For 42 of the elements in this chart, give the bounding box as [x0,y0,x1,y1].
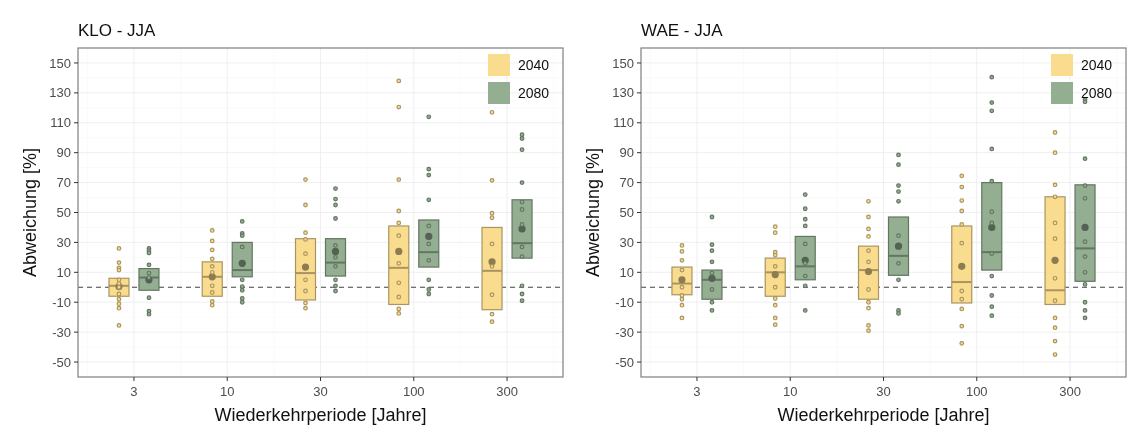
x-tick-label: 300 [1059,384,1081,399]
y-tick-label: 30 [56,234,71,250]
legend-label: 2040 [1081,56,1113,73]
y-tick-label: 150 [49,55,71,71]
y-tick-label: -50 [615,354,634,370]
y-tick-label: 130 [612,85,634,101]
legend-label: 2080 [1081,84,1113,101]
y-axis-title: Abweichung [%] [583,147,603,278]
legend-label: 2040 [518,56,550,73]
x-tick-label: 3 [130,384,138,399]
y-tick-label: 30 [619,234,634,250]
y-axis-title: Abweichung [%] [20,147,40,278]
x-tick-label: 30 [313,384,328,399]
y-tick-label: 10 [619,264,634,280]
x-axis-title: Wiederkehrperiode [Jahre] [777,405,990,425]
x-tick-label: 100 [965,384,988,399]
y-tick-label: 70 [56,175,71,191]
y-tick-label: 150 [612,55,634,71]
y-tick-label: -50 [52,354,71,370]
y-tick-label: 110 [613,115,634,131]
y-tick-label: 10 [56,264,71,280]
chart-title: WAE - JJA [641,21,724,40]
x-tick-label: 3 [693,384,701,399]
y-tick-label: -30 [615,324,634,340]
x-axis-title: Wiederkehrperiode [Jahre] [214,405,427,425]
x-tick-label: 10 [220,384,235,399]
y-tick-label: 50 [619,205,634,221]
y-tick-label: 50 [56,205,71,221]
y-tick-label: 90 [56,145,71,161]
x-tick-label: 10 [783,384,798,399]
y-tick-label: 90 [619,145,634,161]
y-tick-label: -10 [52,294,71,310]
y-tick-label: 130 [49,85,71,101]
y-tick-label: 70 [619,175,634,191]
y-tick-label: -30 [52,324,71,340]
chart-title: KLO - JJA [78,21,157,40]
y-tick-label: 110 [50,115,71,131]
legend-label: 2080 [518,84,550,101]
x-tick-label: 300 [496,384,518,399]
y-tick-label: -10 [615,294,634,310]
x-tick-label: 30 [876,384,891,399]
x-tick-label: 100 [402,384,425,399]
